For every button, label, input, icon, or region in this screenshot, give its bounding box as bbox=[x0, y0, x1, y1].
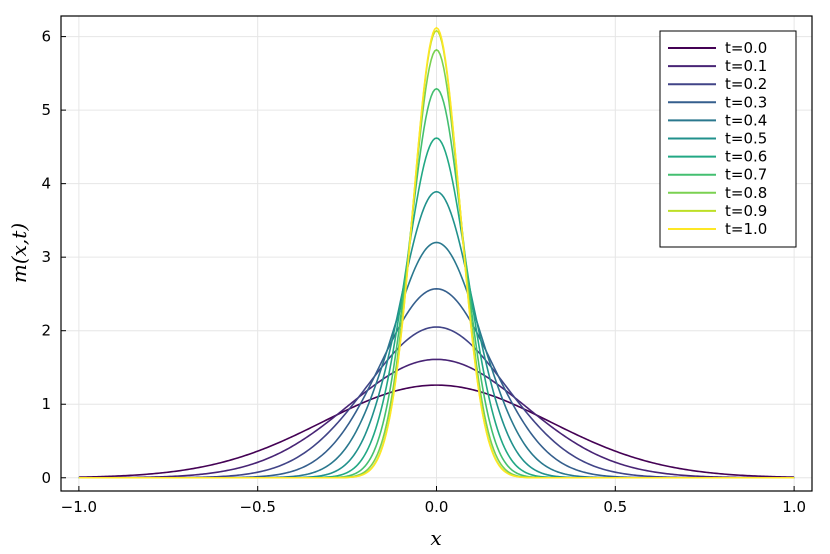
y-tick-label: 2 bbox=[41, 322, 51, 340]
legend-label: t=0.5 bbox=[725, 130, 767, 148]
x-tick-label: 0.0 bbox=[425, 498, 449, 516]
legend-label: t=0.0 bbox=[725, 39, 767, 57]
legend-label: t=0.2 bbox=[725, 75, 767, 93]
series-line bbox=[78, 384, 795, 478]
legend-label: t=0.9 bbox=[725, 202, 767, 220]
series-line bbox=[78, 358, 795, 479]
y-tick-label: 5 bbox=[41, 101, 51, 119]
x-axis-label: x bbox=[430, 526, 441, 550]
x-tick-label: 0.5 bbox=[603, 498, 627, 516]
y-tick-label: 3 bbox=[41, 248, 51, 266]
legend-label: t=0.4 bbox=[725, 111, 767, 129]
series-lines bbox=[78, 26, 795, 479]
y-tick-label: 6 bbox=[41, 28, 51, 46]
y-axis-label: m(x,t) bbox=[7, 223, 31, 283]
x-tick-label: −1.0 bbox=[61, 498, 97, 516]
ticks: −1.0 −0.5 0.0 0.5 1.0 0 1 2 3 4 5 6 bbox=[41, 28, 806, 516]
y-tick-label: 1 bbox=[41, 395, 51, 413]
legend-label: t=0.1 bbox=[725, 57, 767, 75]
legend-label: t=1.0 bbox=[725, 220, 767, 238]
x-tick-label: −0.5 bbox=[239, 498, 275, 516]
legend-label: t=0.7 bbox=[725, 166, 767, 184]
legend-label: t=0.3 bbox=[725, 93, 767, 111]
legend-label: t=0.6 bbox=[725, 148, 767, 166]
y-tick-label: 0 bbox=[41, 469, 51, 487]
series-line bbox=[78, 26, 795, 479]
legend: t=0.0t=0.1t=0.2t=0.3t=0.4t=0.5t=0.6t=0.7… bbox=[659, 30, 797, 248]
y-tick-label: 4 bbox=[41, 175, 51, 193]
legend-label: t=0.8 bbox=[725, 184, 767, 202]
x-tick-label: 1.0 bbox=[782, 498, 806, 516]
